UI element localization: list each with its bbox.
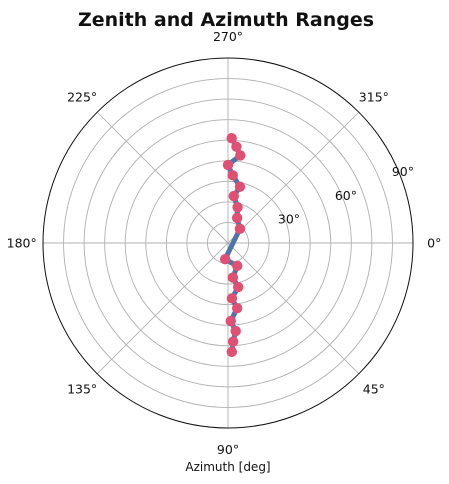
data-point <box>228 190 239 202</box>
angle-tick-label: 180° <box>7 236 37 251</box>
angle-tick-label: 0° <box>427 236 441 251</box>
angle-tick-label: 270° <box>213 29 243 44</box>
data-point <box>234 181 246 192</box>
data-point <box>235 150 246 161</box>
data-point <box>232 202 243 213</box>
angle-tick-label: 315° <box>359 90 389 105</box>
data-point <box>232 281 244 293</box>
angle-tick-label: 45° <box>363 381 385 396</box>
data-point <box>226 133 237 144</box>
angle-tick-label: 135° <box>67 381 97 396</box>
data-point <box>225 315 236 327</box>
data-point <box>231 302 243 314</box>
grid-spoke <box>96 242 229 375</box>
grid-spoke <box>96 111 229 244</box>
data-point <box>231 212 243 224</box>
data-point <box>227 336 239 347</box>
radial-tick-label: 30° <box>278 211 300 226</box>
data-point <box>227 272 239 283</box>
grid-spoke <box>227 242 360 375</box>
data-point <box>219 253 231 265</box>
x-axis-label: Azimuth [deg] <box>185 460 270 474</box>
data-point <box>226 293 238 304</box>
series-layer <box>219 133 246 358</box>
tick-labels: 0° 45° 90° 135° 180° 225° 270° 315° 30° 60° 90° <box>7 29 442 457</box>
data-point <box>226 346 238 358</box>
grid-spoke <box>227 111 360 244</box>
data-point <box>231 141 242 152</box>
data-point <box>232 260 243 272</box>
radial-tick-label: 90° <box>392 164 414 179</box>
chart-title: Zenith and Azimuth Ranges <box>78 9 374 31</box>
angle-tick-label: 225° <box>67 90 97 105</box>
data-point <box>227 170 238 181</box>
data-point <box>230 325 241 337</box>
data-point <box>234 223 246 235</box>
data-point <box>222 159 234 171</box>
radial-tick-label: 60° <box>335 188 357 203</box>
angle-tick-label: 90° <box>217 442 239 457</box>
polar-frame <box>42 57 414 429</box>
polar-grid <box>42 57 414 429</box>
